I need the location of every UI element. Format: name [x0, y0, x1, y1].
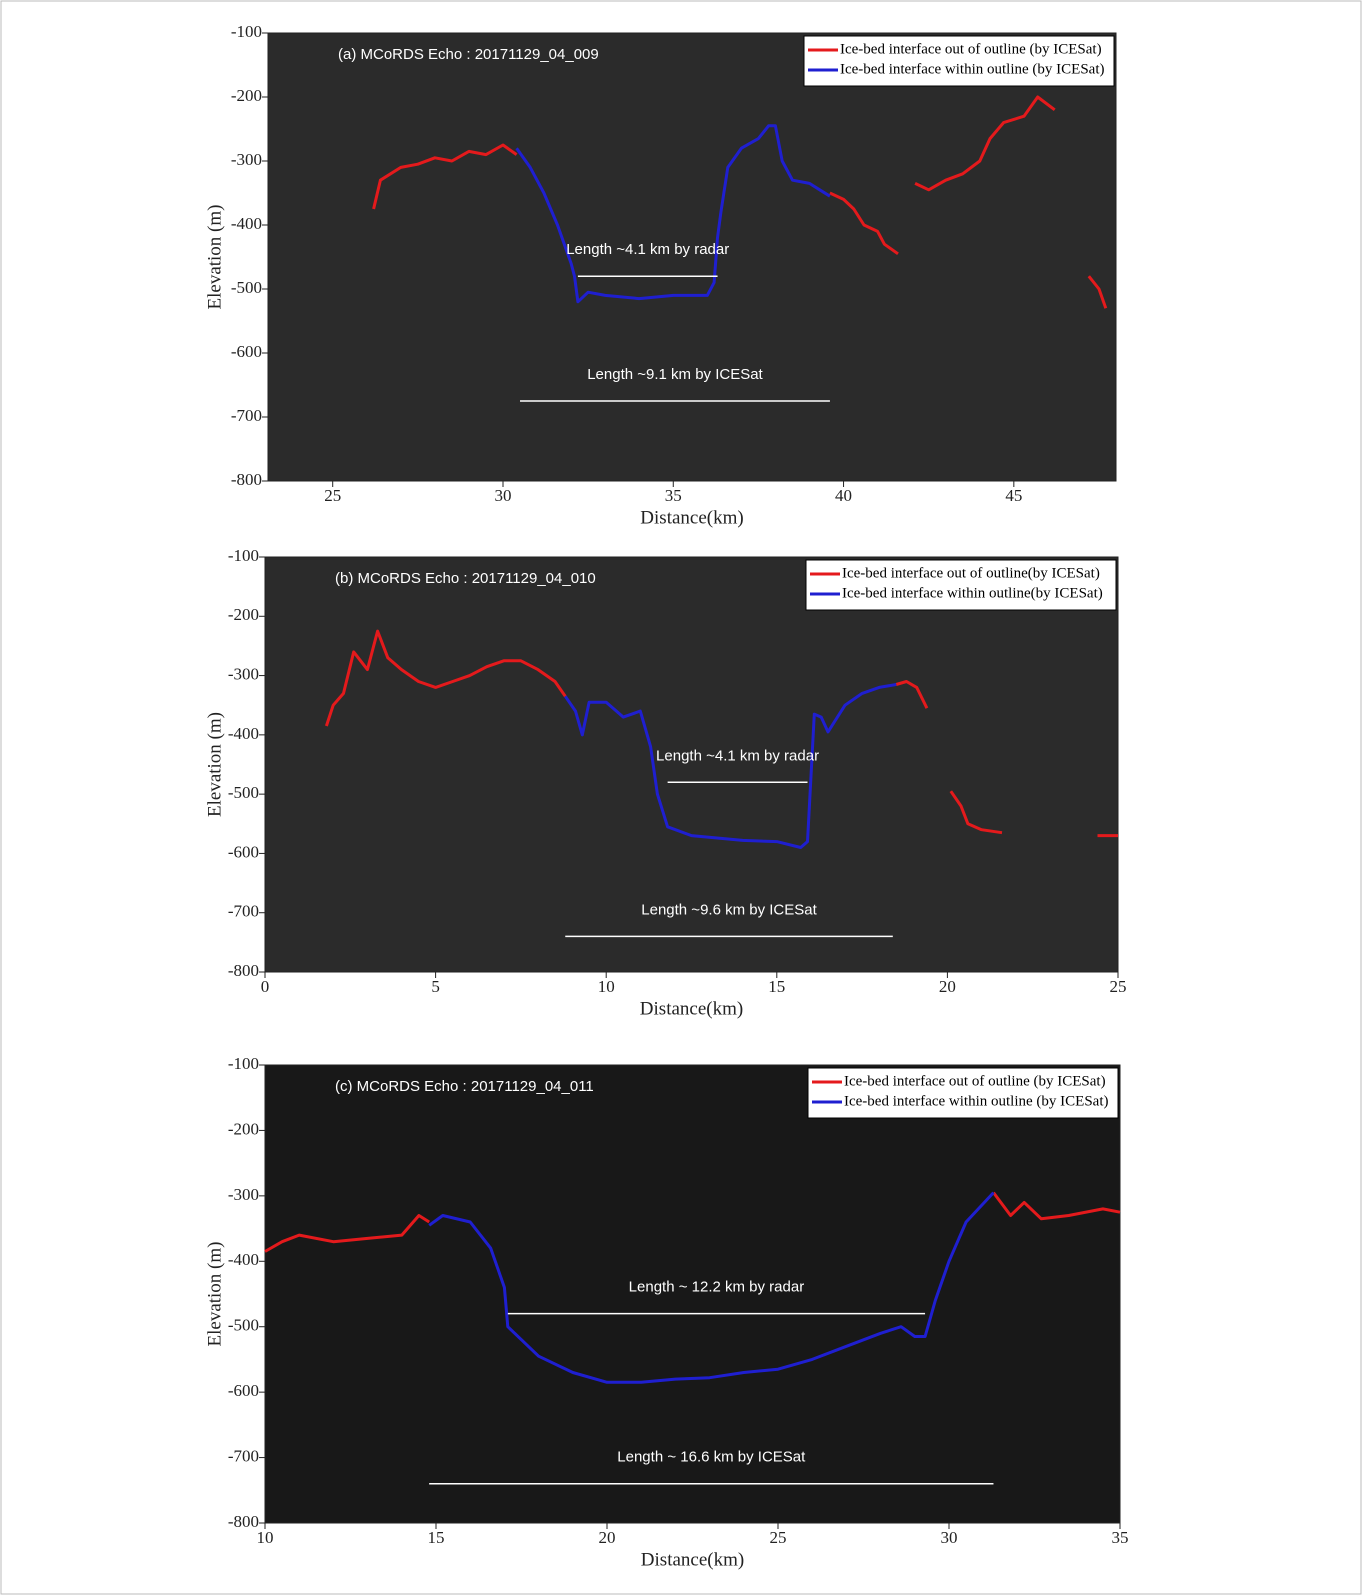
x-tick-label: 25	[770, 1528, 787, 1547]
x-tick-label: 20	[939, 977, 956, 996]
y-tick-label: -100	[231, 22, 262, 41]
figure: -100 -200 -300 -400 -500 -600 -700 -800 25 30 35 40…	[0, 0, 1362, 1595]
span-label: Length ~4.1 km by radar	[566, 241, 729, 258]
x-tick-label: 45	[1005, 486, 1022, 505]
y-axis-label: Elevation (m)	[204, 712, 225, 817]
legend-label: Ice-bed interface out of outline(by ICES…	[842, 565, 1100, 581]
x-tick-label: 10	[598, 977, 615, 996]
y-axis-label: Elevation (m)	[204, 205, 225, 310]
span-label: Length ~ 16.6 km by ICESat	[617, 1449, 806, 1466]
legend-label: Ice-bed interface out of outline (by ICE…	[840, 41, 1102, 57]
x-tick-label: 25	[1110, 977, 1127, 996]
panel-title: (b) MCoRDS Echo : 20171129_04_010	[335, 570, 596, 587]
x-tick-label: 25	[324, 486, 341, 505]
y-tick-label: -100	[228, 1054, 259, 1073]
y-tick-label: -300	[228, 1185, 259, 1204]
legend-label: Ice-bed interface within outline (by ICE…	[840, 61, 1105, 77]
span-label: Length ~ 12.2 km by radar	[629, 1279, 805, 1296]
y-tick-label: -700	[228, 1446, 259, 1465]
legend-label: Ice-bed interface within outline(by ICES…	[842, 585, 1103, 601]
y-axis-label: Elevation (m)	[204, 1242, 225, 1347]
y-tick-label: -400	[228, 724, 259, 743]
y-tick-label: -200	[231, 86, 262, 105]
legend-label: Ice-bed interface out of outline (by ICE…	[844, 1073, 1106, 1089]
x-tick-label: 35	[1112, 1528, 1129, 1547]
y-tick-label: -100	[228, 546, 259, 565]
y-tick-label: -700	[231, 406, 262, 425]
x-axis-label: Distance(km)	[641, 1549, 744, 1570]
y-tick-label: -600	[231, 342, 262, 361]
y-tick-label: -700	[228, 902, 259, 921]
y-tick-label: -600	[228, 1381, 259, 1400]
x-tick-label: 0	[261, 977, 270, 996]
y-tick-label: -800	[228, 961, 259, 980]
y-tick-label: -200	[228, 605, 259, 624]
y-tick-label: -800	[228, 1512, 259, 1531]
y-tick-label: -500	[228, 1316, 259, 1335]
y-tick-label: -200	[228, 1119, 259, 1138]
x-tick-label: 30	[941, 1528, 958, 1547]
span-label: Length ~4.1 km by radar	[656, 747, 819, 764]
y-tick-label: -300	[231, 150, 262, 169]
y-tick-label: -400	[231, 214, 262, 233]
y-tick-label: -500	[228, 783, 259, 802]
span-label: Length ~9.1 km by ICESat	[587, 366, 763, 383]
x-tick-label: 5	[431, 977, 440, 996]
x-tick-label: 35	[665, 486, 682, 505]
y-tick-label: -600	[228, 842, 259, 861]
x-tick-label: 15	[428, 1528, 445, 1547]
x-tick-label: 30	[494, 486, 511, 505]
y-tick-label: -400	[228, 1250, 259, 1269]
span-label: Length ~9.6 km by ICESat	[641, 901, 817, 918]
x-axis-label: Distance(km)	[640, 507, 743, 528]
y-tick-label: -300	[228, 664, 259, 683]
panel-title: (c) MCoRDS Echo : 20171129_04_011	[335, 1078, 594, 1095]
y-tick-label: -800	[231, 470, 262, 489]
x-tick-label: 10	[257, 1528, 274, 1547]
x-axis-label: Distance(km)	[640, 998, 743, 1019]
panel-title: (a) MCoRDS Echo : 20171129_04_009	[338, 46, 599, 63]
x-tick-label: 40	[835, 486, 852, 505]
legend-label: Ice-bed interface within outline (by ICE…	[844, 1093, 1109, 1109]
x-tick-label: 20	[599, 1528, 616, 1547]
y-tick-label: -500	[231, 278, 262, 297]
x-tick-label: 15	[768, 977, 785, 996]
